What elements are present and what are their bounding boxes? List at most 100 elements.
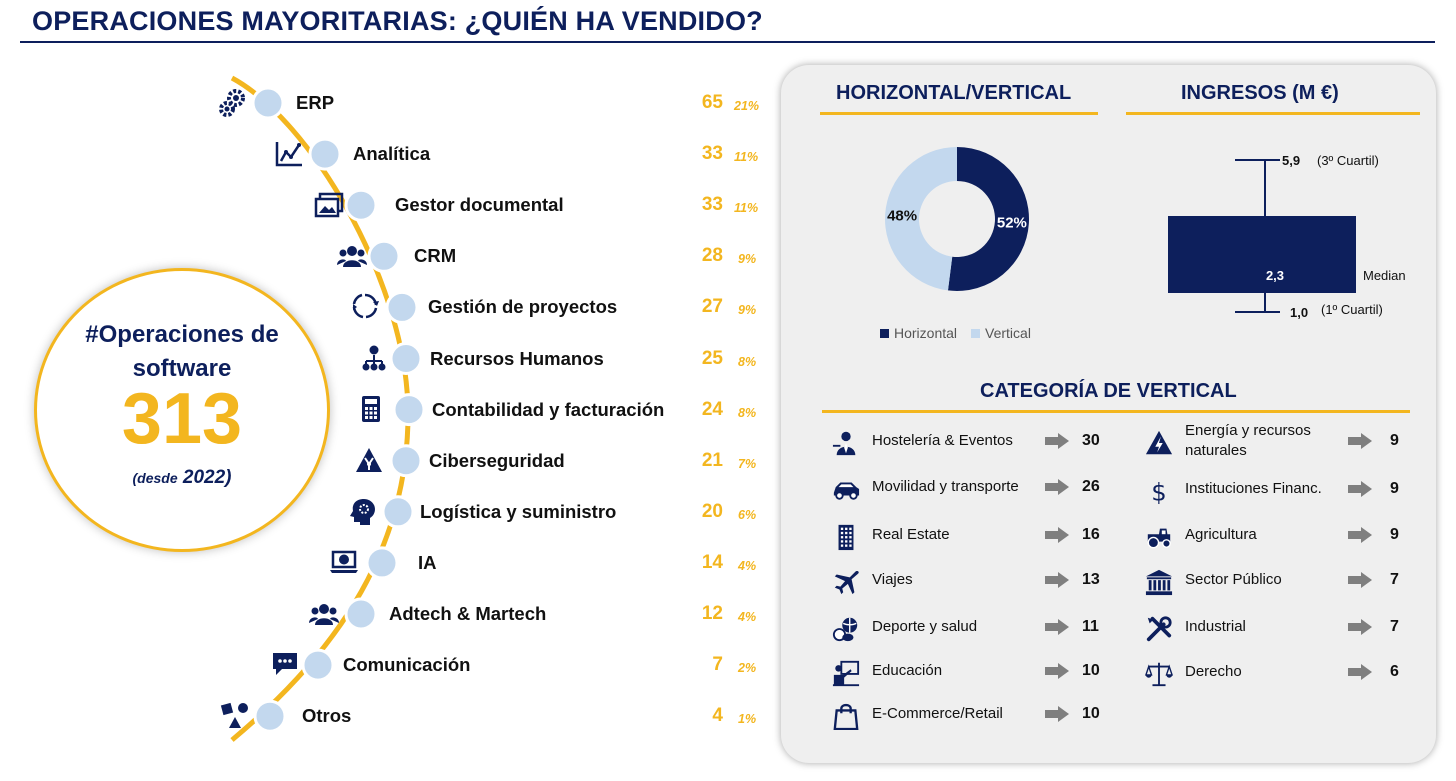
vertical-count: 9 <box>1390 480 1399 497</box>
q1-value: 1,0 <box>1290 305 1308 320</box>
vertical-row: Viajes 13 <box>832 560 1112 600</box>
category-nodes <box>251 86 426 733</box>
vertical-count: 10 <box>1082 662 1100 679</box>
vertical-count: 11 <box>1082 618 1099 635</box>
category-count: 33 <box>701 194 723 216</box>
category-count: 12 <box>701 603 723 624</box>
image-gallery-icon <box>314 189 346 221</box>
arrow-right-icon <box>1045 572 1069 588</box>
title-underline <box>20 41 1435 43</box>
chat-bubble-icon <box>270 649 302 681</box>
category-node <box>385 290 419 324</box>
waiter-icon <box>832 429 860 457</box>
category-percent: 1% <box>738 712 757 727</box>
category-label: IA <box>418 551 437 573</box>
revenue-boxplot: 5,9 (3º Cuartil) 2,3 Median 1,0 (1º Cuartil) <box>1168 153 1406 320</box>
category-node <box>344 188 378 222</box>
vertical-row: Movilidad y transporte 26 <box>832 467 1112 507</box>
arrow-right-icon <box>1348 433 1372 449</box>
tractor-icon <box>1145 523 1173 551</box>
arrow-right-icon <box>1045 619 1069 635</box>
category-count: 24 <box>701 398 723 420</box>
arrow-right-icon <box>1045 433 1069 449</box>
badge-since-year: 2022) <box>182 467 232 488</box>
category-node <box>389 342 423 375</box>
tools-icon <box>1145 615 1173 643</box>
building-icon <box>832 523 860 551</box>
category-count: 25 <box>701 347 723 369</box>
badge-since-word: (desde <box>132 470 178 486</box>
vertical-row: Sector Público 7 <box>1145 560 1420 600</box>
vertical-label: Derecho <box>1185 663 1242 680</box>
category-label: Contabilidad y facturación <box>432 398 665 420</box>
legend-label-horizontal: Horizontal <box>894 325 958 341</box>
category-percent: 21% <box>734 99 760 113</box>
category-count: 7 <box>712 654 723 676</box>
category-count: 4 <box>712 705 723 727</box>
horizontal-vertical-donut: 52% 48% <box>885 147 1029 291</box>
q3-value: 5,9 <box>1282 153 1300 168</box>
vertical-row: Deporte y salud 11 <box>832 607 1112 647</box>
category-percent: 11% <box>734 150 759 165</box>
vertical-label: Viajes <box>872 571 913 588</box>
category-count: 21 <box>701 449 723 471</box>
category-count: 28 <box>701 245 723 267</box>
category-percent: 2% <box>738 661 757 676</box>
arrow-right-icon <box>1348 527 1372 543</box>
category-label: ERP <box>296 92 335 113</box>
vertical-row: Real Estate 16 <box>832 515 1112 555</box>
vertical-row: E-Commerce/Retail 10 <box>832 694 1112 734</box>
cycle-arrows-icon <box>350 291 382 323</box>
category-node <box>301 648 335 682</box>
vertical-count: 30 <box>1082 432 1100 449</box>
q1-note: (1º Cuartil) <box>1321 302 1383 317</box>
vertical-label: Agricultura <box>1185 526 1257 543</box>
section-title-vertical-categories: CATEGORÍA DE VERTICAL <box>980 380 1237 402</box>
vertical-label: Educación <box>872 662 943 679</box>
median-note: Median <box>1363 268 1406 283</box>
line-chart-icon <box>274 138 306 170</box>
svg-text:$: $ <box>1151 477 1166 505</box>
category-label: Otros <box>302 705 352 727</box>
vertical-row: Agricultura 9 <box>1145 515 1420 555</box>
teacher-board-icon <box>832 659 860 687</box>
car-icon <box>832 475 860 503</box>
shopping-bag-icon <box>832 702 860 731</box>
vertical-row: Derecho 6 <box>1144 652 1420 692</box>
category-node <box>367 239 401 273</box>
box-iqr <box>1168 216 1356 293</box>
vertical-count: 7 <box>1390 618 1399 635</box>
category-label: Logística y suministro <box>420 500 617 522</box>
donut-label-vertical: 48% <box>887 208 917 225</box>
vertical-label: Hostelería & Eventos <box>872 432 1013 449</box>
category-label: Gestor documental <box>395 194 564 216</box>
category-label: Comunicación <box>343 654 471 676</box>
section-rule-horizontal-vertical <box>820 112 1098 115</box>
user-group-icon <box>337 240 369 272</box>
category-percent: 4% <box>738 610 757 624</box>
badge-total: 313 <box>121 379 243 459</box>
legend-label-vertical: Vertical <box>985 325 1031 341</box>
donut-slice-vertical <box>885 147 957 291</box>
page-title: OPERACIONES MAYORITARIAS: ¿QUIÉN HA VEND… <box>32 6 763 36</box>
category-count: 65 <box>701 92 723 113</box>
badge-since: (desde 2022) <box>37 467 327 489</box>
sports-balls-icon <box>832 615 860 643</box>
vertical-count: 16 <box>1082 526 1100 543</box>
vertical-row: Hostelería & Eventos 30 <box>832 421 1112 461</box>
category-label: Gestión de proyectos <box>428 296 618 318</box>
vertical-label: Industrial <box>1185 618 1246 635</box>
vertical-label: Real Estate <box>872 526 950 543</box>
section-title-ingresos: INGRESOS (M €) <box>1181 82 1339 104</box>
q3-note: (3º Cuartil) <box>1317 153 1379 168</box>
category-percent: 7% <box>738 456 757 471</box>
category-count: 20 <box>701 500 723 522</box>
shapes-icon <box>220 700 252 732</box>
category-node <box>253 699 287 733</box>
airplane-icon <box>832 568 860 596</box>
arrow-right-icon <box>1045 663 1069 679</box>
badge-line-2: software <box>132 355 232 382</box>
vertical-count: 7 <box>1390 571 1399 588</box>
vertical-count: 13 <box>1082 571 1100 588</box>
category-count: 27 <box>701 296 723 318</box>
